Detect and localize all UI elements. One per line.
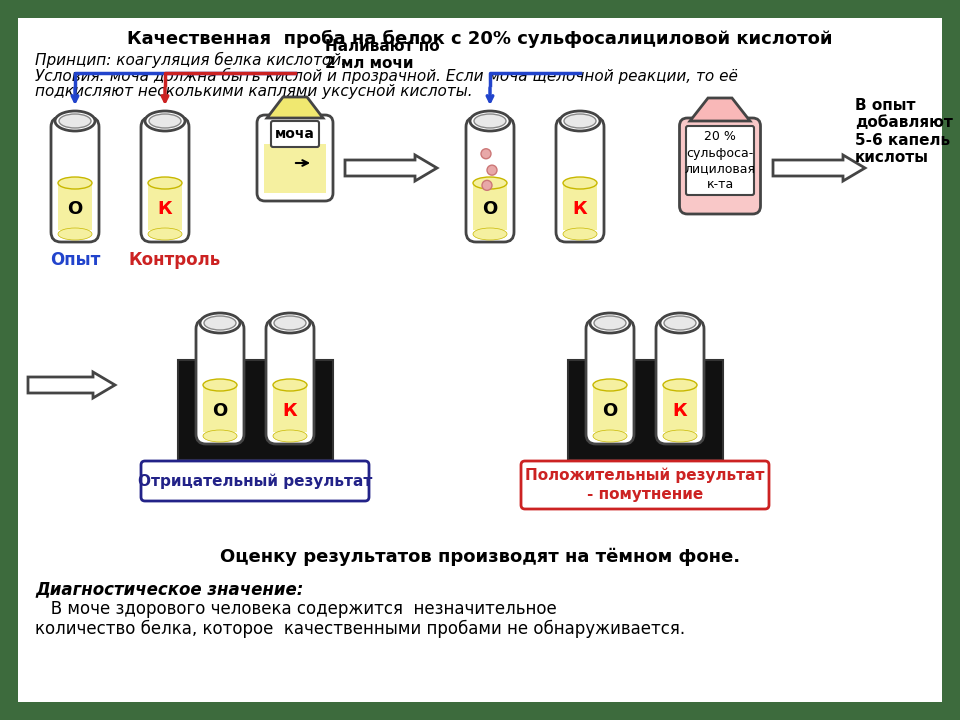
Ellipse shape <box>560 111 600 131</box>
Ellipse shape <box>55 111 95 131</box>
Ellipse shape <box>473 177 507 189</box>
Ellipse shape <box>473 228 507 240</box>
Ellipse shape <box>663 379 697 391</box>
Ellipse shape <box>564 114 596 128</box>
Ellipse shape <box>145 111 185 131</box>
Bar <box>273 385 307 432</box>
Text: О: О <box>482 199 497 217</box>
Text: Принцип: коагуляция белка кислотой.: Принцип: коагуляция белка кислотой. <box>35 52 346 68</box>
FancyBboxPatch shape <box>567 360 723 460</box>
Text: Положительный результат
- помутнение: Положительный результат - помутнение <box>525 468 765 502</box>
Text: О: О <box>212 402 228 420</box>
FancyBboxPatch shape <box>51 117 99 242</box>
Polygon shape <box>690 98 750 121</box>
Ellipse shape <box>593 379 627 391</box>
Ellipse shape <box>59 114 91 128</box>
Ellipse shape <box>594 316 626 330</box>
Bar <box>563 183 597 230</box>
Ellipse shape <box>200 313 240 333</box>
FancyBboxPatch shape <box>680 118 760 214</box>
FancyBboxPatch shape <box>586 319 634 444</box>
Bar <box>473 183 507 230</box>
Ellipse shape <box>270 313 310 333</box>
Ellipse shape <box>149 114 181 128</box>
Ellipse shape <box>148 228 182 240</box>
Ellipse shape <box>593 430 627 442</box>
Ellipse shape <box>664 316 696 330</box>
Bar <box>593 385 627 432</box>
Bar <box>148 183 182 230</box>
Ellipse shape <box>204 316 236 330</box>
Text: О: О <box>602 402 617 420</box>
FancyBboxPatch shape <box>196 319 244 444</box>
Text: К: К <box>573 199 588 217</box>
Polygon shape <box>267 97 323 118</box>
FancyBboxPatch shape <box>656 319 704 444</box>
FancyBboxPatch shape <box>141 461 369 501</box>
Text: Наливают по
2 мл мочи: Наливают по 2 мл мочи <box>325 39 440 71</box>
Text: количество белка, которое  качественными пробами не обнаруживается.: количество белка, которое качественными … <box>35 620 685 638</box>
Ellipse shape <box>474 114 506 128</box>
Ellipse shape <box>470 111 510 131</box>
FancyBboxPatch shape <box>466 117 514 242</box>
Ellipse shape <box>203 379 237 391</box>
Text: Качественная  проба на белок с 20% сульфосалициловой кислотой: Качественная проба на белок с 20% сульфо… <box>128 30 832 48</box>
Ellipse shape <box>273 430 307 442</box>
FancyBboxPatch shape <box>178 360 332 460</box>
Text: В моче здорового человека содержится  незначительное: В моче здорового человека содержится нез… <box>35 600 557 618</box>
Text: моча: моча <box>276 127 315 141</box>
FancyBboxPatch shape <box>556 117 604 242</box>
FancyBboxPatch shape <box>271 121 319 147</box>
Ellipse shape <box>660 313 700 333</box>
Bar <box>663 385 697 432</box>
FancyBboxPatch shape <box>686 126 754 195</box>
Bar <box>203 385 237 432</box>
FancyArrow shape <box>28 372 115 398</box>
Text: В опыт
добавляют
5-6 капель
кислоты: В опыт добавляют 5-6 капель кислоты <box>855 98 953 165</box>
FancyBboxPatch shape <box>266 319 314 444</box>
Ellipse shape <box>563 177 597 189</box>
Ellipse shape <box>148 177 182 189</box>
Ellipse shape <box>563 228 597 240</box>
Text: подкисляют несколькими каплями уксусной кислоты.: подкисляют несколькими каплями уксусной … <box>35 84 472 99</box>
Ellipse shape <box>273 379 307 391</box>
Ellipse shape <box>203 430 237 442</box>
Text: Условия: моча должна быть кислой и прозрачной. Если моча щелочной реакции, то её: Условия: моча должна быть кислой и прозр… <box>35 68 738 84</box>
Text: 20 %
сульфоса-
лициловая
к-та: 20 % сульфоса- лициловая к-та <box>684 130 756 192</box>
Ellipse shape <box>590 313 630 333</box>
Text: Отрицательный результат: Отрицательный результат <box>138 473 372 489</box>
Bar <box>264 144 326 193</box>
Circle shape <box>487 165 497 175</box>
FancyBboxPatch shape <box>141 117 189 242</box>
FancyArrow shape <box>773 155 865 181</box>
Ellipse shape <box>58 228 92 240</box>
Ellipse shape <box>663 430 697 442</box>
Text: Опыт: Опыт <box>50 251 100 269</box>
Text: Оценку результатов производят на тёмном фоне.: Оценку результатов производят на тёмном … <box>220 548 740 566</box>
Bar <box>58 183 92 230</box>
FancyBboxPatch shape <box>521 461 769 509</box>
Text: К: К <box>157 199 172 217</box>
FancyBboxPatch shape <box>257 115 333 201</box>
Ellipse shape <box>274 316 306 330</box>
Text: К: К <box>673 402 687 420</box>
Circle shape <box>482 180 492 190</box>
Text: Контроль: Контроль <box>129 251 221 269</box>
Circle shape <box>481 149 491 158</box>
Text: К: К <box>282 402 298 420</box>
Text: Диагностическое значение:: Диагностическое значение: <box>35 580 303 598</box>
Text: О: О <box>67 199 83 217</box>
Ellipse shape <box>58 177 92 189</box>
FancyArrow shape <box>345 155 437 181</box>
